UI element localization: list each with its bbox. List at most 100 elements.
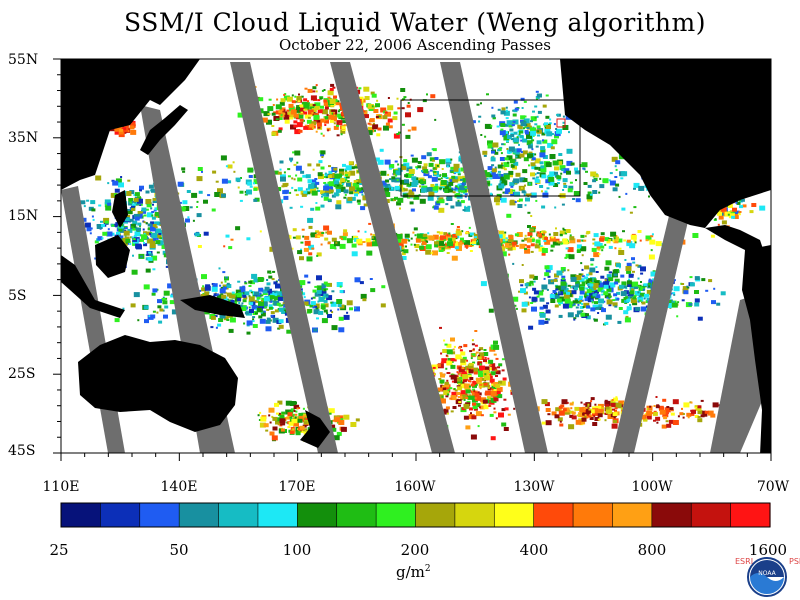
- cloud-pixel: [512, 189, 516, 192]
- cloud-pixel: [467, 232, 471, 235]
- cloud-pixel: [540, 146, 546, 151]
- cloud-pixel: [297, 100, 301, 103]
- cloud-pixel: [471, 355, 474, 357]
- cloud-pixel: [504, 231, 507, 234]
- cloud-pixel: [225, 165, 228, 168]
- cloud-pixel: [286, 96, 293, 102]
- cloud-pixel: [465, 425, 471, 430]
- cloud-pixel: [587, 403, 590, 406]
- cloud-pixel: [606, 287, 612, 292]
- cloud-pixel: [465, 397, 469, 399]
- cloud-pixel: [618, 400, 625, 406]
- cloud-pixel: [546, 288, 549, 291]
- cloud-pixel: [247, 167, 254, 173]
- cloud-pixel: [648, 254, 655, 260]
- cloud-pixel: [144, 319, 149, 324]
- cloud-pixel: [608, 304, 612, 307]
- cloud-pixel: [278, 319, 284, 324]
- cloud-pixel: [622, 230, 625, 233]
- cloud-pixel: [237, 298, 242, 302]
- cloud-pixel: [562, 121, 565, 124]
- cloud-pixel: [437, 363, 444, 369]
- cloud-pixel: [473, 397, 477, 400]
- cloud-pixel: [460, 167, 466, 172]
- cloud-pixel: [459, 356, 463, 359]
- cloud-pixel: [327, 199, 332, 203]
- cloud-pixel: [581, 268, 584, 271]
- cloud-pixel: [509, 200, 516, 206]
- cloud-pixel: [249, 289, 253, 292]
- cloud-pixel: [439, 187, 443, 190]
- cloud-pixel: [556, 128, 562, 134]
- cloud-pixel: [288, 421, 294, 426]
- cloud-pixel: [112, 180, 119, 186]
- cloud-pixel: [697, 405, 702, 409]
- cloud-pixel: [471, 353, 476, 357]
- cloud-pixel: [535, 90, 539, 93]
- cloud-pixel: [468, 362, 473, 366]
- cloud-pixel: [139, 189, 142, 192]
- cloud-pixel: [499, 198, 502, 201]
- cloud-pixel: [101, 237, 104, 240]
- cloud-pixel: [290, 109, 297, 115]
- cloud-pixel: [225, 276, 228, 279]
- cloud-pixel: [589, 283, 594, 287]
- cloud-pixel: [275, 118, 279, 121]
- cloud-pixel: [530, 162, 536, 167]
- cloud-pixel: [239, 190, 244, 194]
- cloud-pixel: [562, 229, 566, 231]
- cloud-pixel: [300, 95, 304, 98]
- cloud-pixel: [452, 406, 457, 409]
- cloud-pixel: [554, 206, 557, 209]
- cloud-pixel: [556, 240, 559, 243]
- cloud-pixel: [274, 402, 279, 407]
- cloud-pixel: [475, 383, 478, 386]
- cloud-pixel: [267, 113, 271, 116]
- cloud-pixel: [634, 286, 639, 290]
- cloud-pixel: [303, 421, 308, 425]
- cloud-pixel: [436, 186, 441, 190]
- colorbar-segment: [494, 503, 535, 527]
- cloud-pixel: [618, 266, 621, 269]
- cloud-pixel: [503, 162, 510, 168]
- cloud-pixel: [493, 344, 500, 350]
- cloud-pixel: [563, 182, 567, 185]
- cloud-pixel: [268, 304, 273, 308]
- cloud-pixel: [201, 170, 203, 173]
- cloud-pixel: [475, 377, 482, 383]
- cloud-pixel: [305, 423, 309, 426]
- cloud-pixel: [469, 380, 472, 383]
- cloud-pixel: [119, 234, 121, 237]
- cloud-pixel: [506, 161, 509, 164]
- cloud-pixel: [343, 189, 349, 194]
- cloud-pixel: [276, 412, 279, 415]
- cloud-pixel: [682, 416, 685, 419]
- cloud-pixel: [513, 109, 518, 113]
- cloud-pixel: [445, 367, 448, 370]
- cloud-pixel: [382, 180, 386, 183]
- cloud-pixel: [311, 108, 317, 113]
- cloud-pixel: [294, 413, 298, 416]
- cloud-pixel: [702, 410, 707, 414]
- cloud-pixel: [338, 327, 345, 333]
- cloud-pixel: [134, 216, 140, 221]
- cloud-pixel: [141, 234, 147, 240]
- cloud-pixel: [477, 425, 480, 428]
- cloud-pixel: [339, 182, 342, 185]
- cloud-pixel: [268, 414, 271, 417]
- cloud-pixel: [436, 363, 441, 367]
- cloud-pixel: [469, 350, 473, 353]
- cloud-pixel: [579, 290, 585, 295]
- cloud-pixel: [609, 282, 616, 288]
- cloud-pixel: [545, 115, 550, 119]
- cloud-pixel: [96, 224, 100, 227]
- cloud-pixel: [300, 288, 303, 291]
- borneo: [95, 235, 130, 278]
- cloud-pixel: [533, 290, 539, 295]
- cloud-pixel: [327, 314, 332, 318]
- cloud-pixel: [428, 162, 434, 167]
- cloud-pixel: [575, 179, 577, 182]
- cloud-pixel: [445, 246, 448, 249]
- cloud-pixel: [561, 277, 565, 280]
- cloud-pixel: [521, 308, 527, 313]
